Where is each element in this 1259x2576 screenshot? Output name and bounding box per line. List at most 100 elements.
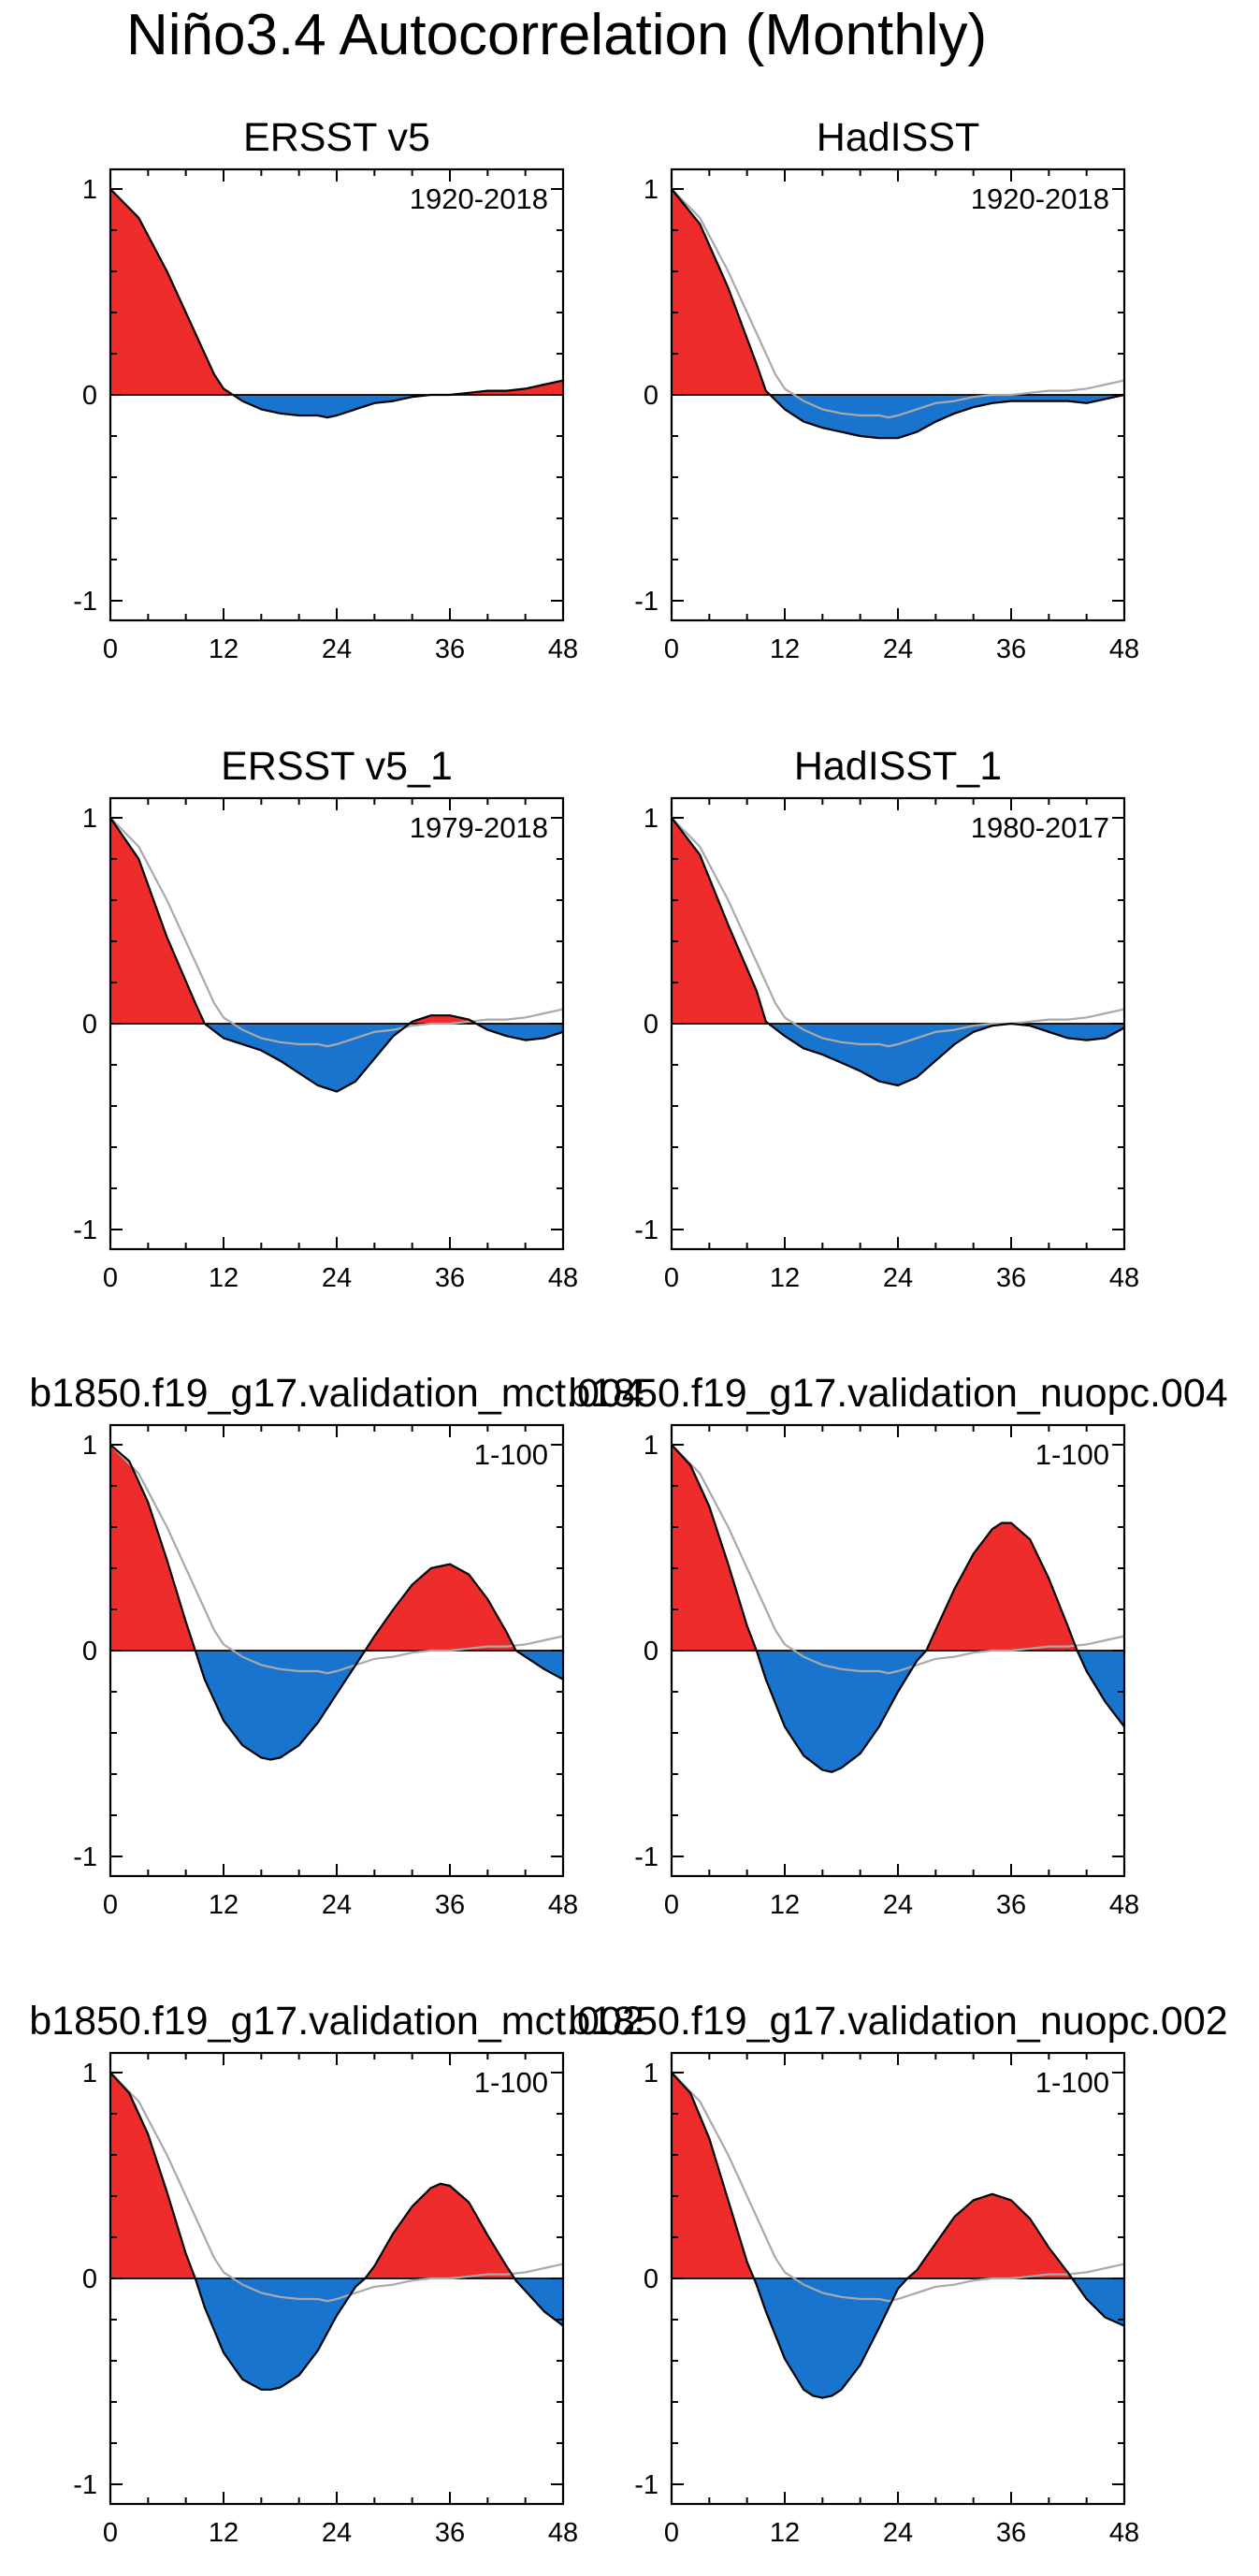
chart-panel: b1850.f19_g17.validation_mct.004 1-100 0 12… bbox=[29, 1371, 644, 1920]
positive-area bbox=[110, 2073, 195, 2278]
period-label: 1920-2018 bbox=[410, 182, 548, 215]
panel-title: b1850.f19_g17.validation_mct.002 bbox=[29, 1999, 644, 2044]
negative-area bbox=[204, 1024, 410, 1092]
period-label: 1920-2018 bbox=[971, 182, 1109, 215]
y-tick-label: -1 bbox=[73, 587, 97, 617]
x-tick-label: 0 bbox=[664, 1263, 679, 1293]
x-tick-label: 24 bbox=[322, 2518, 352, 2548]
y-tick-label: 0 bbox=[644, 2264, 658, 2294]
positive-area bbox=[110, 189, 234, 395]
panel-title: ERSST v5_1 bbox=[221, 744, 453, 789]
y-tick-label: 1 bbox=[644, 175, 658, 205]
autocorrelation-curve bbox=[109, 817, 564, 1093]
x-tick-label: 12 bbox=[770, 634, 800, 664]
x-tick-label: 0 bbox=[103, 1890, 118, 1920]
autocorrelation-curve bbox=[109, 188, 564, 419]
x-tick-label: 36 bbox=[996, 634, 1026, 664]
x-tick-label: 48 bbox=[1109, 1263, 1139, 1293]
x-tick-label: 24 bbox=[883, 634, 913, 664]
positive-area bbox=[365, 1564, 516, 1651]
reference-curve bbox=[109, 817, 564, 1048]
autocorrelation-curve bbox=[109, 2072, 564, 2391]
panel-title: b1850.f19_g17.validation_nuopc.004 bbox=[568, 1371, 1227, 1416]
negative-area bbox=[754, 2278, 908, 2398]
y-tick-label: 1 bbox=[644, 804, 658, 834]
y-tick-label: -1 bbox=[634, 1842, 658, 1872]
x-tick-label: 12 bbox=[209, 1890, 239, 1920]
panel-title: b1850.f19_g17.validation_nuopc.002 bbox=[568, 1999, 1227, 2044]
positive-area bbox=[672, 1445, 757, 1651]
chart-panel: b1850.f19_g17.validation_mct.002 1-100 0 12… bbox=[29, 1999, 644, 2548]
reference-curve bbox=[109, 1444, 564, 1675]
y-tick-label: -1 bbox=[73, 1842, 97, 1872]
x-tick-label: 24 bbox=[883, 2518, 913, 2548]
x-tick-label: 48 bbox=[1109, 634, 1139, 664]
autocorrelation-curve bbox=[109, 1444, 564, 1761]
reference-curve bbox=[671, 817, 1125, 1048]
x-tick-label: 12 bbox=[209, 1263, 239, 1293]
x-tick-label: 12 bbox=[209, 2518, 239, 2548]
negative-area bbox=[514, 2278, 563, 2326]
negative-area bbox=[768, 1024, 1124, 1085]
panel-title: ERSST v5 bbox=[243, 115, 430, 160]
period-label: 1980-2017 bbox=[971, 811, 1109, 844]
period-label: 1979-2018 bbox=[410, 811, 548, 844]
y-tick-label: 0 bbox=[82, 1010, 97, 1040]
x-tick-label: 0 bbox=[103, 634, 118, 664]
negative-area bbox=[476, 1024, 563, 1041]
panel-title: b1850.f19_g17.validation_mct.004 bbox=[29, 1371, 644, 1416]
positive-area bbox=[672, 818, 769, 1024]
y-tick-label: 0 bbox=[644, 1637, 658, 1666]
reference-curve bbox=[671, 188, 1125, 419]
x-tick-label: 36 bbox=[435, 1890, 465, 1920]
reference-curve bbox=[671, 2072, 1125, 2303]
period-label: 1-100 bbox=[474, 2066, 548, 2099]
negative-area bbox=[195, 1651, 366, 1760]
x-tick-label: 36 bbox=[435, 1263, 465, 1293]
period-label: 1-100 bbox=[1035, 1438, 1109, 1471]
y-tick-label: -1 bbox=[634, 1215, 658, 1245]
autocorrelation-curve bbox=[671, 188, 1125, 440]
autocorrelation-curve bbox=[671, 1444, 1125, 1773]
x-tick-label: 24 bbox=[322, 634, 352, 664]
x-tick-label: 36 bbox=[435, 634, 465, 664]
x-tick-label: 12 bbox=[209, 634, 239, 664]
x-tick-label: 0 bbox=[103, 1263, 118, 1293]
autocorrelation-curve bbox=[671, 2072, 1125, 2399]
x-tick-label: 48 bbox=[548, 1890, 578, 1920]
reference-curve bbox=[109, 2072, 564, 2303]
x-tick-label: 48 bbox=[1109, 2518, 1139, 2548]
y-tick-label: 1 bbox=[82, 1431, 97, 1461]
x-tick-label: 36 bbox=[996, 1890, 1026, 1920]
x-tick-label: 48 bbox=[548, 634, 578, 664]
x-tick-label: 0 bbox=[664, 1890, 679, 1920]
positive-area bbox=[365, 2183, 515, 2278]
chart-panel: b1850.f19_g17.validation_nuopc.002 1-100 0… bbox=[568, 1999, 1227, 2548]
autocorrelation-curve bbox=[671, 817, 1125, 1087]
x-tick-label: 0 bbox=[664, 634, 679, 664]
period-label: 1-100 bbox=[1035, 2066, 1109, 2099]
positive-area bbox=[926, 1522, 1078, 1651]
x-tick-label: 12 bbox=[770, 2518, 800, 2548]
panel-title: HadISST bbox=[817, 115, 979, 160]
positive-area bbox=[450, 380, 563, 395]
y-tick-label: -1 bbox=[634, 2470, 658, 2500]
positive-area bbox=[672, 2073, 754, 2278]
x-tick-label: 48 bbox=[548, 1263, 578, 1293]
y-tick-label: 1 bbox=[644, 1431, 658, 1461]
x-tick-label: 48 bbox=[548, 2518, 578, 2548]
y-tick-label: 1 bbox=[82, 804, 97, 834]
negative-area bbox=[1072, 2278, 1124, 2326]
negative-area bbox=[1077, 1651, 1124, 1727]
negative-area bbox=[756, 1651, 927, 1772]
x-tick-label: 0 bbox=[103, 2518, 118, 2548]
y-tick-label: 1 bbox=[82, 175, 97, 205]
period-label: 1-100 bbox=[474, 1438, 548, 1471]
y-tick-label: 0 bbox=[82, 381, 97, 411]
x-tick-label: 36 bbox=[996, 1263, 1026, 1293]
positive-area bbox=[907, 2193, 1073, 2278]
